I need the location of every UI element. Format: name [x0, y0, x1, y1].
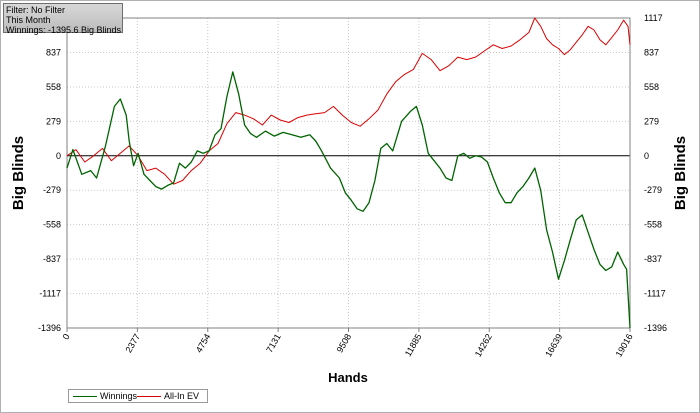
plot-area	[66, 17, 631, 329]
winnings-summary: Winnings: -1395.6 Big Blinds	[6, 25, 122, 35]
x-tick-label: 11885	[403, 332, 424, 358]
y-tick-label-left: 837	[46, 48, 61, 58]
y-tick-label-left: 0	[56, 151, 61, 161]
series-line-allin-ev	[66, 17, 631, 185]
y-axis-label-left: Big Blinds	[10, 136, 27, 210]
x-tick-label: 0	[61, 332, 72, 341]
y-tick-label-right: 837	[644, 48, 659, 58]
y-tick-label-right: -837	[644, 254, 662, 264]
x-tick-label: 9508	[335, 332, 354, 354]
y-tick-label-left: -558	[43, 220, 61, 230]
y-axis-label-right: Big Blinds	[672, 136, 689, 210]
y-tick-label-right: 558	[644, 82, 659, 92]
x-tick-label: 19016	[614, 332, 635, 359]
x-tick-label: 4754	[194, 332, 213, 354]
y-tick-label-right: -1117	[644, 289, 666, 299]
filter-label: Filter: No Filter	[6, 5, 66, 15]
legend-label-allin-ev: All-In EV	[164, 391, 200, 401]
x-tick-label: 2377	[123, 332, 142, 354]
x-tick-label: 14262	[473, 332, 494, 359]
legend-swatch-allin-ev	[137, 396, 161, 398]
x-tick-label: 16639	[543, 332, 564, 359]
y-tick-label-left: 279	[46, 116, 61, 126]
y-tick-label-left: -279	[43, 185, 61, 195]
chart-legend: Winnings All-In EV	[68, 389, 208, 403]
y-tick-label-left: 558	[46, 82, 61, 92]
y-tick-label-right: 279	[644, 116, 659, 126]
y-tick-label-right: 0	[644, 151, 649, 161]
legend-swatch-winnings	[73, 396, 97, 398]
series-line-winnings	[66, 71, 631, 329]
x-tick-label: 7131	[264, 332, 283, 354]
y-tick-label-right: -558	[644, 220, 662, 230]
legend-label-winnings: Winnings	[100, 391, 138, 401]
y-tick-label-left: -1117	[39, 289, 61, 299]
y-tick-label-right: -279	[644, 185, 662, 195]
legend-item-allin-ev: All-In EV	[137, 391, 199, 402]
x-axis-label: Hands	[328, 370, 368, 385]
y-tick-label-left: -1396	[38, 323, 61, 333]
filter-info-box: Filter: No Filter This Month Winnings: -…	[3, 3, 123, 35]
legend-item-winnings: Winnings	[73, 391, 137, 402]
y-tick-label-right: -1396	[644, 323, 667, 333]
y-tick-label-right: 1117	[644, 13, 663, 23]
y-tick-label-left: -837	[43, 254, 61, 264]
period-label: This Month	[6, 15, 51, 25]
